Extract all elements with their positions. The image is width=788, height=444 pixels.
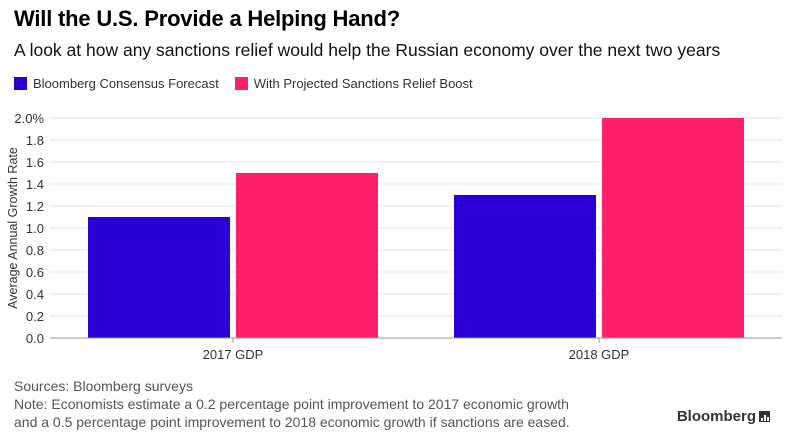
bar — [454, 195, 596, 338]
x-tick-label: 2018 GDP — [569, 347, 630, 362]
y-tick-label: 1.0 — [26, 221, 44, 236]
note-line-1: Note: Economists estimate a 0.2 percenta… — [14, 396, 569, 412]
note-line-2: and a 0.5 percentage point improvement t… — [14, 414, 570, 430]
y-tick-label: 0.6 — [26, 265, 44, 280]
bloomberg-logo: Bloomberg — [677, 408, 770, 425]
legend: Bloomberg Consensus Forecast With Projec… — [14, 76, 489, 91]
y-tick-label: 2.0% — [14, 111, 44, 126]
y-tick-label: 0.8 — [26, 243, 44, 258]
y-tick-label: 1.8 — [26, 133, 44, 148]
y-tick-label: 0.2 — [26, 309, 44, 324]
bar — [88, 217, 230, 338]
y-tick-label: 1.2 — [26, 199, 44, 214]
bar — [236, 173, 378, 338]
y-tick-label: 1.6 — [26, 155, 44, 170]
y-tick-label: 0.4 — [26, 287, 44, 302]
y-tick-label: 1.4 — [26, 177, 44, 192]
x-tick-label: 2017 GDP — [203, 347, 264, 362]
legend-swatch-relief — [234, 77, 248, 90]
legend-label-consensus: Bloomberg Consensus Forecast — [33, 76, 219, 91]
legend-item-relief: With Projected Sanctions Relief Boost — [234, 76, 473, 91]
legend-swatch-consensus — [14, 77, 27, 90]
chart-title: Will the U.S. Provide a Helping Hand? — [14, 6, 401, 31]
bar-chart: 0.0 0.2 0.4 0.6 0.8 1.0 1.2 1.4 1.6 1.8 2.0% Averag… — [6, 111, 782, 362]
y-tick-label: 0.0 — [26, 331, 44, 346]
y-axis-label: Average Annual Growth Rate — [6, 147, 20, 309]
legend-item-consensus: Bloomberg Consensus Forecast — [14, 76, 219, 91]
bar-chart-logo-icon — [759, 411, 770, 422]
legend-label-relief: With Projected Sanctions Relief Boost — [253, 76, 473, 91]
chart-subtitle: A look at how any sanctions relief would… — [14, 40, 721, 60]
sources-text: Sources: Bloomberg surveys — [14, 378, 193, 394]
brand-name: Bloomberg — [676, 408, 756, 425]
footer: Sources: Bloomberg surveys Note: Economi… — [14, 377, 570, 431]
bar — [602, 118, 744, 338]
